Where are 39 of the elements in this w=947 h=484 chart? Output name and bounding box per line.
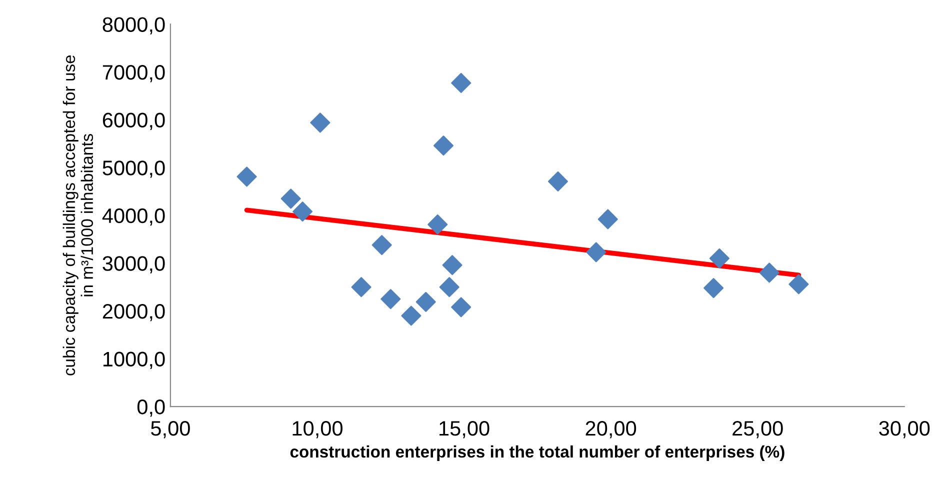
x-tick-label: 10,00	[292, 421, 342, 438]
point	[442, 255, 462, 276]
y-axis-title: cubic capacity of buildings accepted for use in m³/1000 inhabitants	[62, 55, 94, 376]
x-tick-label: 30,00	[879, 421, 930, 438]
point	[759, 262, 780, 283]
point	[280, 188, 301, 209]
point	[788, 274, 809, 294]
y-tick-label: 0,0	[137, 400, 165, 417]
point	[236, 166, 257, 187]
point	[439, 277, 460, 298]
y-tick-label: 6000,0	[102, 112, 165, 130]
y-tick-label: 2000,0	[102, 304, 165, 322]
point	[292, 202, 313, 222]
y-tick-label: 1000,0	[103, 352, 165, 369]
point	[380, 289, 401, 310]
x-tick-label: 5,00	[151, 421, 190, 438]
x-axis-title: construction enterprises in the total number of enterprises (%)	[290, 445, 784, 461]
point	[548, 171, 568, 192]
point	[401, 306, 422, 326]
y-tick-label: 8000,0	[102, 17, 165, 34]
x-tick-label: 20,00	[586, 421, 636, 438]
point	[351, 277, 372, 298]
y-tick-label: 5000,0	[102, 160, 165, 178]
point	[372, 235, 392, 256]
point	[704, 278, 724, 298]
x-tick-label: 15,00	[440, 421, 490, 438]
point	[709, 248, 730, 268]
point	[416, 292, 436, 312]
point	[310, 112, 330, 133]
x-tick-label: 25,00	[732, 421, 783, 438]
point	[451, 297, 472, 318]
point	[433, 136, 454, 156]
point	[428, 214, 448, 234]
point	[598, 209, 618, 230]
point	[451, 72, 472, 93]
point	[586, 242, 606, 262]
y-tick-label: 3000,0	[102, 256, 165, 274]
y-tick-label: 7000,0	[102, 64, 165, 82]
y-tick-label: 4000,0	[102, 208, 165, 226]
